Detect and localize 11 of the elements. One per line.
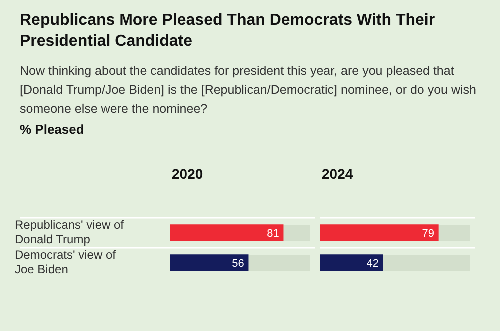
data-label: 81: [267, 228, 280, 240]
chart-title: 2024: [322, 166, 354, 182]
y-tick-label: Democrats' view of Joe Biden: [15, 248, 117, 277]
data-label: 42: [366, 258, 379, 270]
text: Now thinking about the candidates for president this year, are you pleased that [Donald Trump/Joe Biden] is the [Republican/Democratic] nominee, or do you wish someone else were the nominee?: [20, 63, 478, 118]
text: % Pleased: [20, 122, 86, 137]
chart-title: 2020: [172, 166, 204, 182]
y-tick-label: Republicans' view of Donald Trump: [15, 218, 125, 247]
data-label: 79: [422, 228, 434, 240]
text: Republicans More Pleased Than Democrats With Their Presidential Candidate: [20, 11, 436, 52]
data-label: 56: [232, 258, 244, 270]
